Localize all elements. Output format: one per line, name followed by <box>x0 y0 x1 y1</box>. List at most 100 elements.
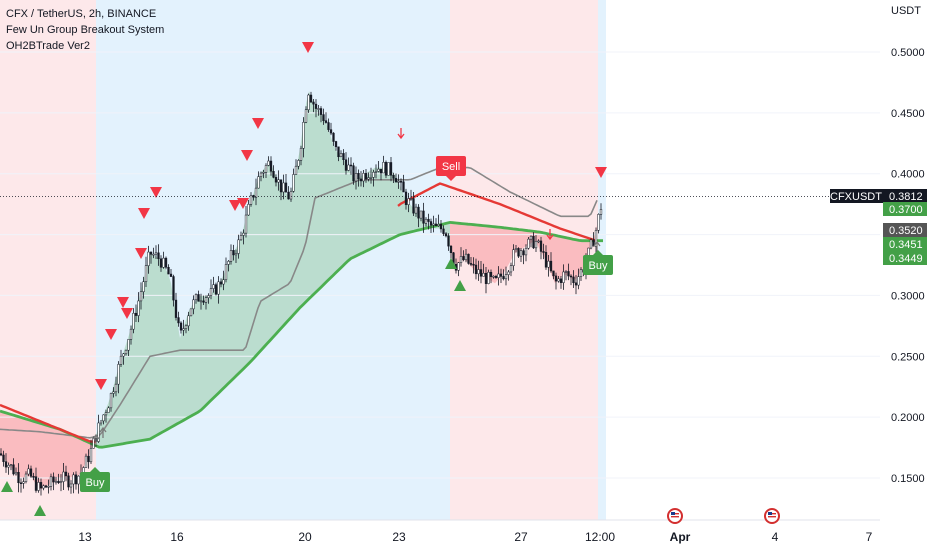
candle-body <box>529 235 533 240</box>
candle-body <box>542 251 545 253</box>
sell-triangle-icon <box>241 150 253 161</box>
candle-body <box>119 355 123 365</box>
y-tick-label: 0.4000 <box>891 169 925 181</box>
candle-body <box>19 482 23 484</box>
candle-body <box>247 204 250 216</box>
candle-body <box>132 312 135 330</box>
candle-body <box>522 250 525 256</box>
indicator-breakout-label[interactable]: Few Un Group Breakout System <box>6 24 165 36</box>
candle-body <box>422 210 425 224</box>
indicator-oh2b-label[interactable]: OH2BTrade Ver2 <box>6 40 90 52</box>
x-tick-label: 7 <box>866 530 873 544</box>
candle-body <box>234 253 238 256</box>
candle-body <box>49 476 53 487</box>
y-tick-label: 0.1500 <box>891 473 925 485</box>
candle-body <box>12 464 15 475</box>
symbol-title[interactable]: CFX / TetherUS, 2h, BINANCE <box>6 8 157 20</box>
candle-body <box>42 485 45 489</box>
buy-triangle-icon <box>1 481 13 492</box>
candle-body <box>39 482 43 489</box>
x-tick-label: 4 <box>772 530 779 544</box>
candle-body <box>444 233 448 237</box>
candle-body <box>342 153 345 161</box>
candle-body <box>562 271 565 283</box>
candle-body <box>527 238 530 249</box>
candle-body <box>129 328 133 340</box>
candle-body <box>402 181 405 193</box>
up-arrow-icon <box>99 426 107 438</box>
candle-body <box>279 179 283 193</box>
candle-body <box>439 224 443 230</box>
candle-body <box>177 317 180 324</box>
candle-body <box>209 288 213 296</box>
x-tick-label: Apr <box>670 530 691 544</box>
y-tick-label: 0.4500 <box>891 108 925 120</box>
sell-triangle-icon <box>150 187 162 198</box>
candle-body <box>254 187 258 198</box>
candle-body <box>577 276 580 286</box>
candle-body <box>89 448 93 463</box>
candle-body <box>537 240 540 243</box>
candle-body <box>557 278 560 282</box>
candle-body <box>339 153 343 158</box>
candle-body <box>407 198 410 205</box>
candle-body <box>109 393 113 409</box>
candle-body <box>592 239 595 247</box>
moving-average-line <box>0 220 603 449</box>
candle-body <box>139 291 143 302</box>
candle-body <box>442 228 445 234</box>
candle-body <box>419 210 423 219</box>
candle-body <box>482 273 485 277</box>
bull-zone <box>96 0 450 520</box>
candle-body <box>127 339 130 351</box>
candle-body <box>257 176 260 189</box>
candle-body <box>314 103 318 109</box>
candle-body <box>549 260 553 272</box>
candle-body <box>27 468 30 475</box>
candle-body <box>332 132 335 142</box>
candle-body <box>174 299 178 318</box>
price-tag: 0.3449 <box>883 251 927 265</box>
candle-body <box>249 195 253 205</box>
candle-body <box>159 258 163 268</box>
y-tick-label: 0.3000 <box>891 290 925 302</box>
candle-body <box>337 146 340 158</box>
candle-body <box>214 284 218 295</box>
candle-body <box>437 224 440 227</box>
candle-body <box>594 230 598 247</box>
buy-triangle-icon <box>454 280 466 291</box>
price-tag-value: 0.3700 <box>889 204 923 216</box>
candle-body <box>69 483 73 488</box>
candle-body <box>344 159 348 171</box>
candle-body <box>262 171 265 174</box>
sell-triangle-icon <box>105 329 117 340</box>
candle-body <box>237 239 240 254</box>
candle-body <box>502 276 505 280</box>
candle-body <box>24 473 28 482</box>
candle-body <box>77 475 80 485</box>
candle-body <box>474 264 478 275</box>
candle-body <box>532 235 535 249</box>
candle-body <box>112 391 115 394</box>
us-flag-icon <box>667 508 683 524</box>
candle-body <box>349 164 353 167</box>
candle-body <box>372 171 375 178</box>
candle-body <box>569 275 573 278</box>
candle-body <box>517 248 520 257</box>
candle-body <box>204 297 208 303</box>
candle-body <box>282 182 285 193</box>
y-tick-label: 0.2500 <box>891 351 925 363</box>
candle-body <box>312 101 315 105</box>
sell-triangle-icon <box>121 308 133 319</box>
candle-body <box>352 165 355 182</box>
x-tick-label: 20 <box>298 530 312 544</box>
candle-body <box>597 214 600 231</box>
candle-body <box>52 476 55 483</box>
candle-body <box>552 270 555 277</box>
candle-body <box>74 474 78 485</box>
candle-body <box>264 165 268 173</box>
candle-body <box>149 251 153 255</box>
candle-body <box>572 276 575 284</box>
candle-body <box>327 122 330 130</box>
